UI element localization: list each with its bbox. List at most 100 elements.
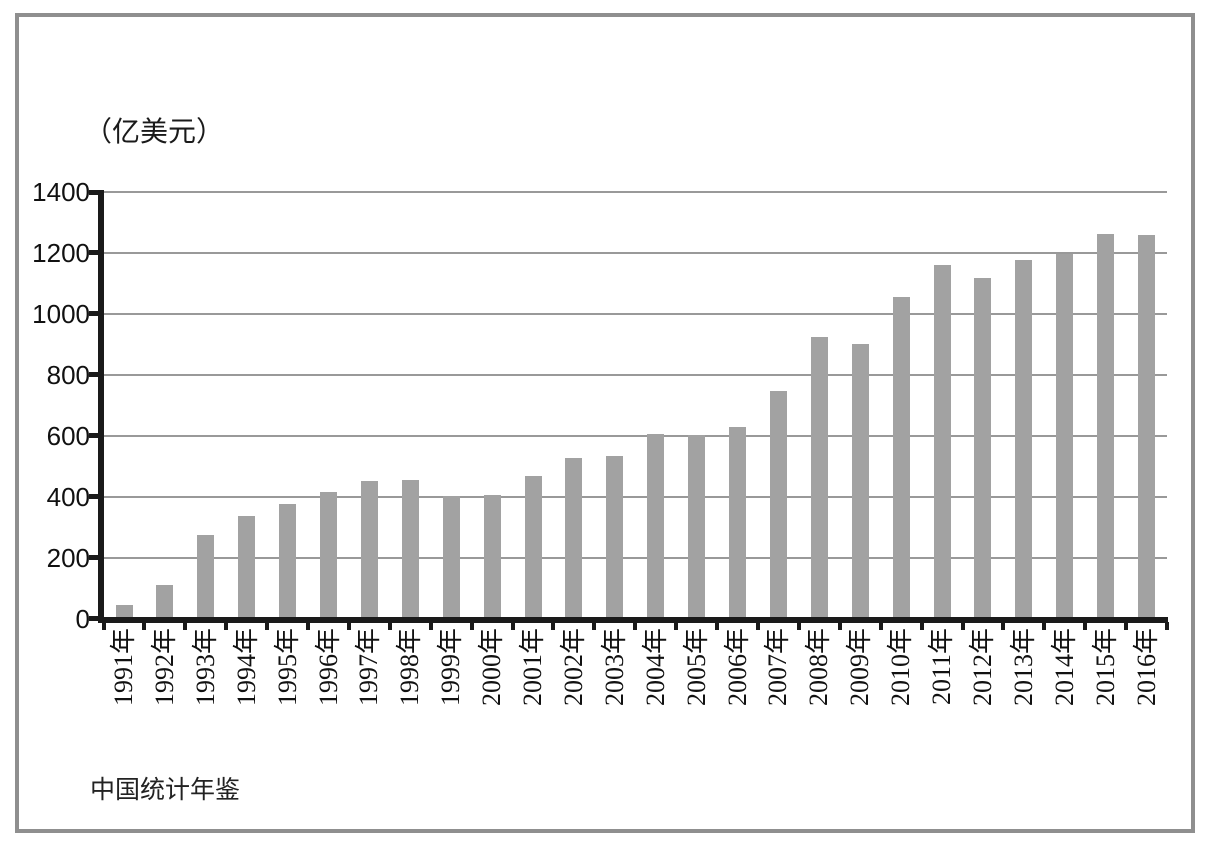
x-axis-tick	[101, 622, 106, 630]
gridline	[104, 191, 1167, 193]
y-axis-tick-label: 600	[46, 420, 90, 451]
y-axis-tick	[89, 433, 99, 439]
x-axis-label: 2016年	[1131, 628, 1161, 707]
y-axis-tick	[89, 494, 99, 500]
bar-2008年	[810, 337, 828, 619]
x-axis-tick	[224, 622, 229, 630]
bar-1998年	[401, 479, 419, 619]
y-axis-tick	[89, 189, 99, 195]
x-axis-label: 2015年	[1090, 628, 1120, 707]
y-axis-tick-label: 200	[46, 542, 90, 573]
bar-1996年	[320, 491, 337, 619]
x-axis-label: 2007年	[763, 628, 793, 707]
x-axis-tick	[142, 622, 147, 630]
y-axis-tick	[89, 250, 99, 256]
bar-2006年	[729, 426, 746, 619]
bar-2011年	[933, 265, 951, 619]
x-axis-label: 2005年	[681, 628, 711, 707]
x-axis-tick	[878, 622, 883, 630]
bar-1992年	[156, 585, 174, 619]
y-axis-tick-label: 1000	[32, 298, 90, 329]
gridline	[104, 556, 1167, 559]
y-axis-tick	[89, 372, 99, 378]
chart-frame-border	[15, 13, 1195, 833]
bar-2003年	[606, 455, 624, 619]
bar-2013年	[1015, 260, 1033, 619]
x-axis-label: 2006年	[722, 628, 752, 707]
bar-1995年	[279, 504, 297, 619]
y-axis-tick	[89, 311, 99, 317]
y-axis-tick-label: 400	[46, 481, 90, 512]
x-axis-label: 2010年	[886, 628, 916, 707]
gridline	[104, 434, 1167, 437]
gridline	[104, 251, 1167, 254]
x-axis-label: 1996年	[313, 628, 343, 707]
x-axis-label: 2000年	[477, 628, 507, 707]
x-axis-tick	[183, 622, 188, 630]
bar-1997年	[360, 480, 378, 619]
x-axis-tick	[551, 622, 556, 630]
bar-2014年	[1056, 254, 1074, 619]
bar-2000年	[483, 494, 501, 619]
x-axis-label: 1998年	[395, 628, 425, 707]
y-axis-tick-label: 1400	[32, 177, 90, 207]
x-axis-label: 1992年	[149, 628, 179, 707]
x-axis-tick	[1001, 622, 1006, 630]
bar-2004年	[647, 433, 665, 619]
bar-2001年	[524, 475, 542, 619]
x-axis-tick	[796, 622, 801, 630]
bar-1994年	[238, 515, 256, 619]
bar-2012年	[974, 278, 992, 619]
bar-2009年	[851, 344, 869, 619]
x-axis-label: 2004年	[640, 628, 670, 707]
x-axis-label: 2014年	[1049, 628, 1079, 707]
x-axis-tick	[1124, 622, 1129, 630]
bar-2002年	[565, 458, 583, 619]
bar-1993年	[197, 534, 215, 619]
source-note: 中国统计年鉴	[90, 777, 241, 804]
y-axis-tick-label: 800	[46, 359, 90, 390]
x-axis-tick	[837, 622, 842, 630]
x-axis-tick	[715, 622, 720, 630]
bar-2015年	[1097, 233, 1115, 619]
x-axis-tick	[1042, 622, 1047, 630]
bar-1999年	[442, 495, 460, 619]
x-axis-line	[98, 617, 1168, 623]
x-axis-label: 1995年	[272, 628, 302, 707]
y-axis-tick-label: 1200	[32, 237, 90, 268]
bar-2007年	[769, 390, 787, 619]
x-axis-tick	[960, 622, 965, 630]
x-axis-label: 2001年	[518, 628, 547, 707]
gridline	[104, 312, 1167, 315]
x-axis-label: 1991年	[109, 628, 138, 707]
x-axis-label: 2008年	[804, 628, 834, 707]
gridline	[104, 373, 1167, 376]
y-axis-tick-label: 0	[75, 603, 90, 634]
x-axis-label: 1999年	[436, 628, 466, 707]
x-axis-tick	[674, 622, 679, 630]
x-axis-tick	[919, 622, 924, 630]
x-axis-label: 2009年	[845, 628, 875, 707]
y-axis-tick	[89, 555, 99, 561]
x-axis-tick	[428, 622, 433, 630]
x-axis-tick	[756, 622, 760, 630]
gridline	[104, 495, 1167, 498]
x-axis-label: 2013年	[1008, 628, 1038, 707]
y-axis-tick	[89, 616, 99, 621]
x-axis-tick	[1083, 622, 1088, 630]
x-axis-tick	[306, 622, 310, 630]
x-axis-tick	[510, 622, 515, 630]
bar-2005年	[688, 434, 706, 619]
x-axis-label: 1997年	[354, 628, 384, 707]
x-axis-tick	[469, 622, 474, 630]
x-axis-label: 1993年	[190, 628, 220, 707]
x-axis-label: 1994年	[231, 628, 261, 707]
x-axis-tick	[633, 622, 638, 630]
x-axis-label: 2012年	[967, 628, 997, 707]
x-axis-tick	[387, 622, 392, 630]
x-axis-tick	[265, 622, 270, 630]
x-axis-label: 2011年	[927, 628, 956, 706]
x-axis-tick	[1165, 622, 1169, 630]
bar-2016年	[1138, 235, 1155, 619]
